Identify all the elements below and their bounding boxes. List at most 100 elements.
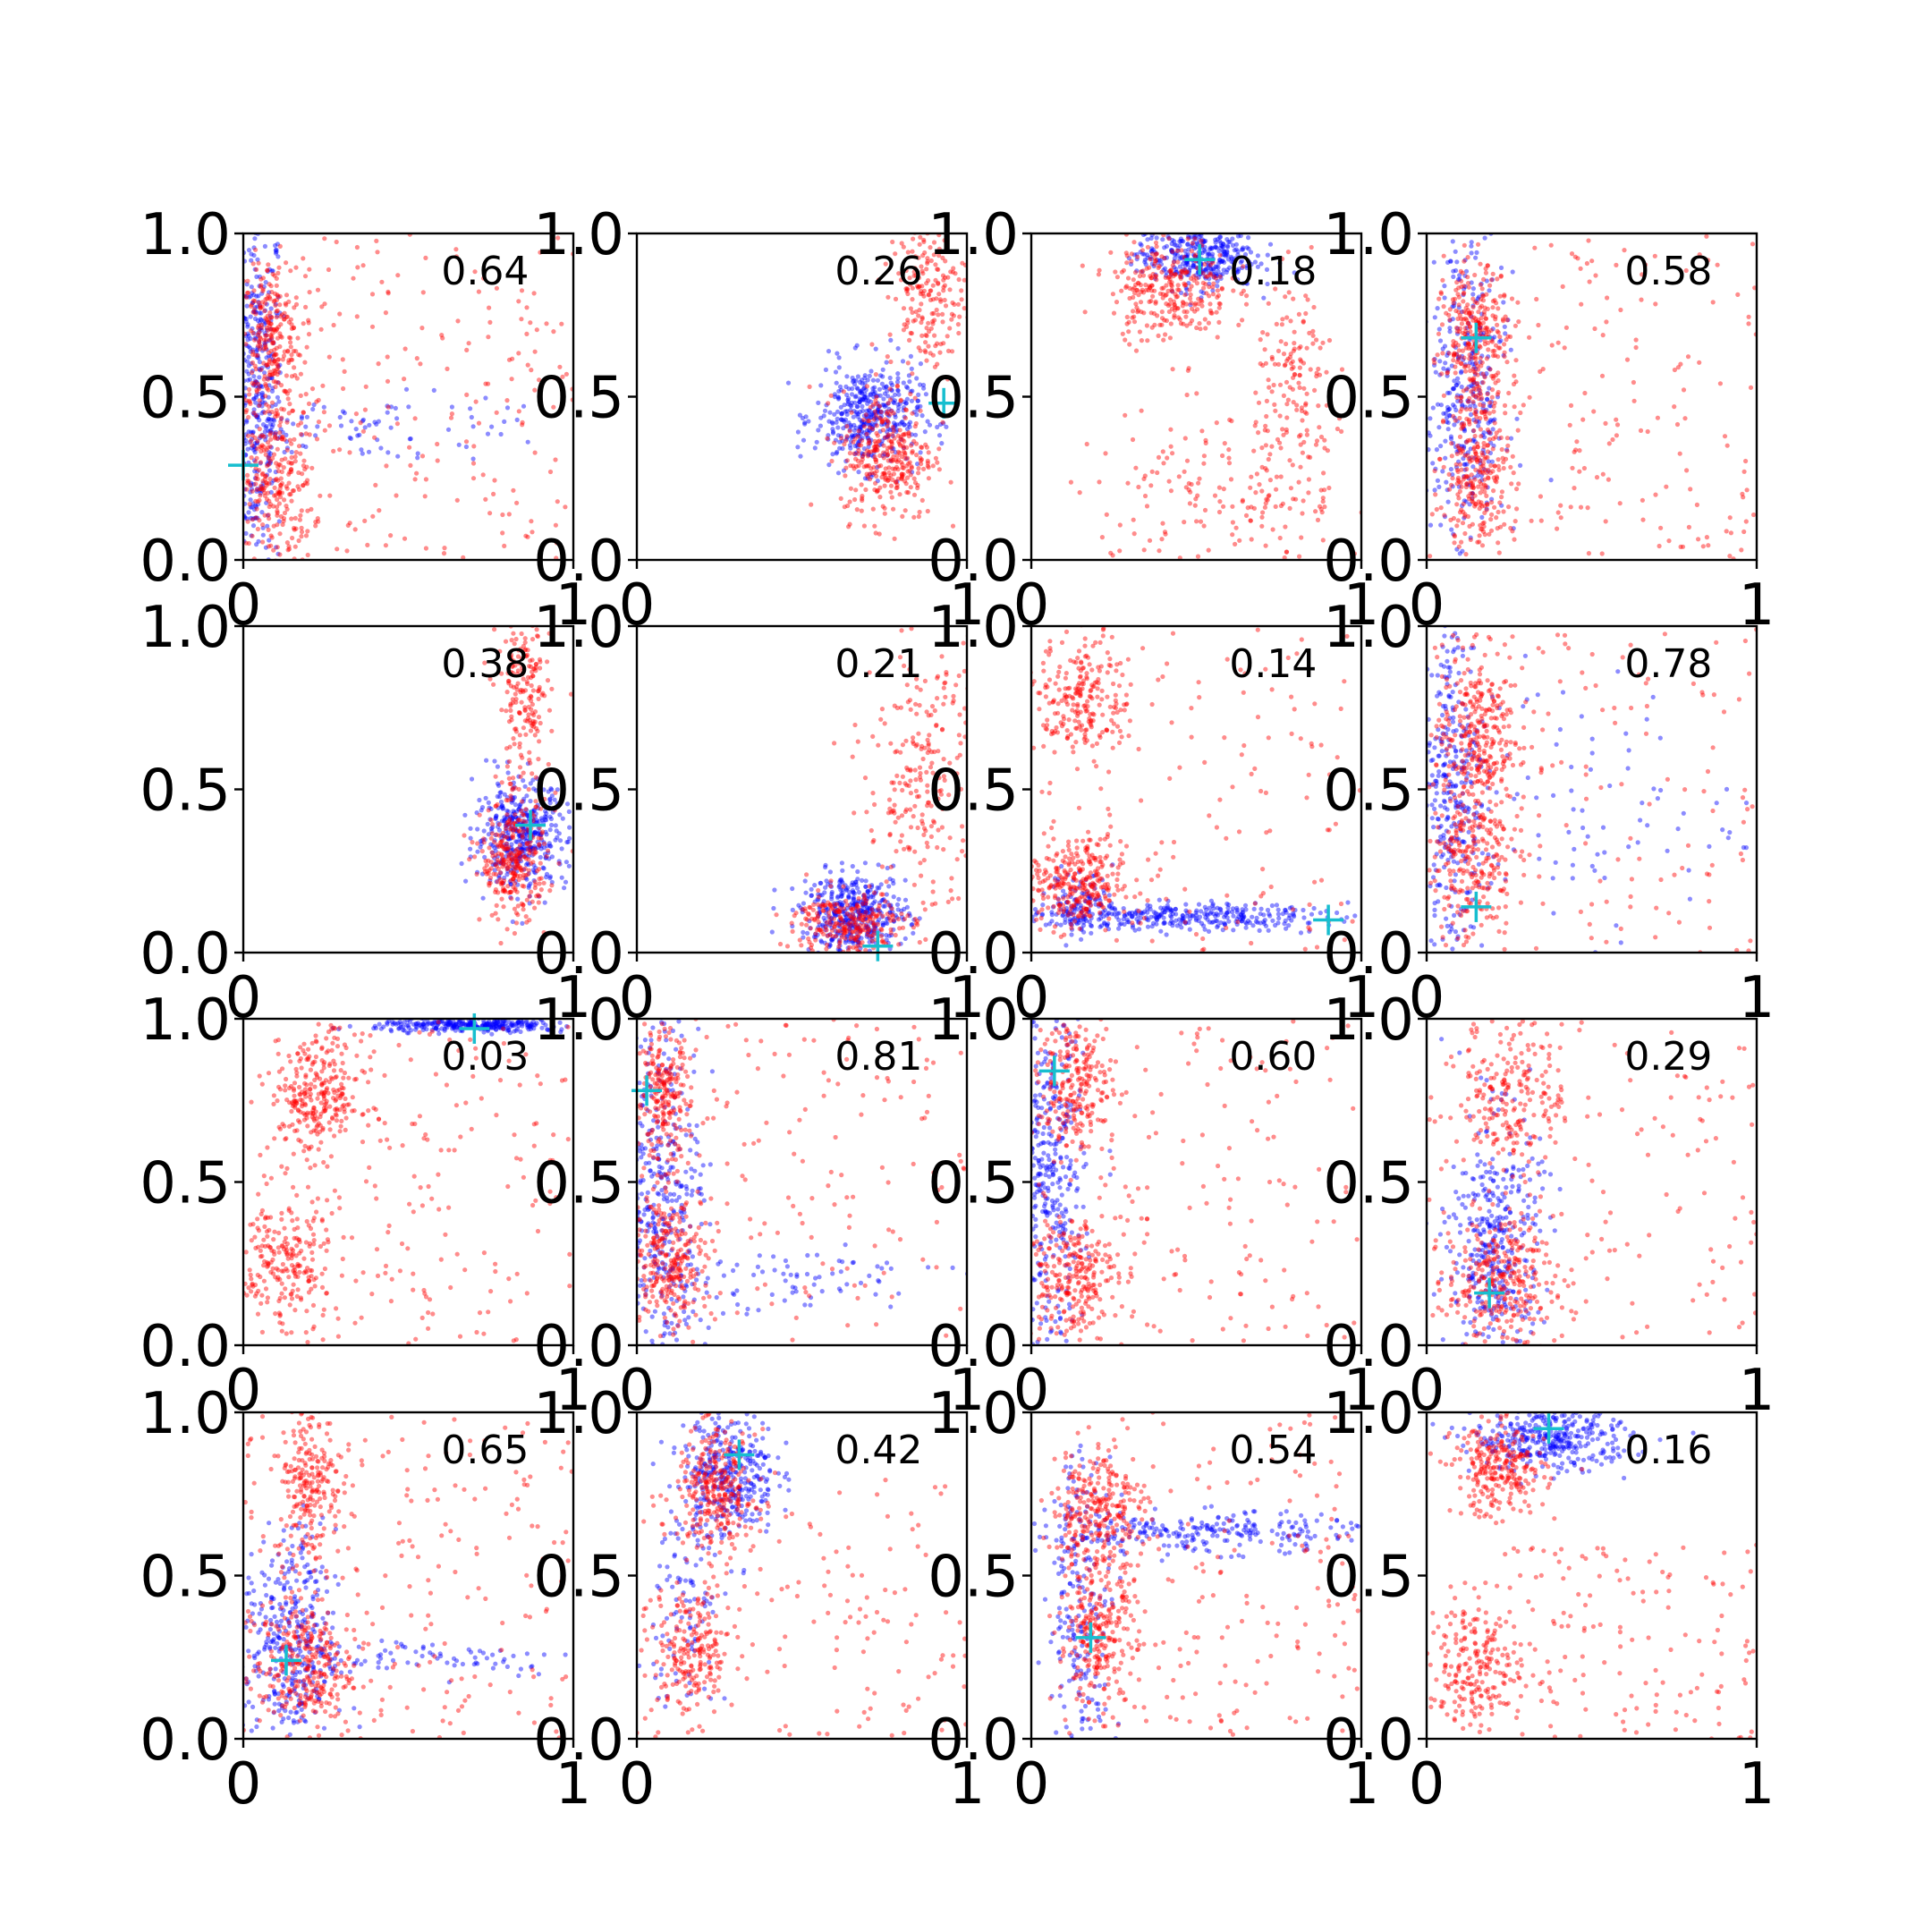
blue-point bbox=[408, 436, 413, 442]
red-point bbox=[920, 291, 926, 296]
blue-point bbox=[1445, 373, 1450, 378]
red-point bbox=[1111, 310, 1117, 316]
red-point bbox=[1470, 498, 1475, 504]
red-point bbox=[1578, 266, 1583, 271]
red-point bbox=[1123, 337, 1128, 343]
red-point bbox=[1189, 249, 1194, 254]
red-point bbox=[453, 247, 459, 252]
blue-point bbox=[1486, 365, 1491, 370]
blue-point bbox=[1267, 242, 1274, 247]
red-point bbox=[534, 327, 539, 333]
blue-point bbox=[832, 411, 837, 417]
red-point bbox=[265, 267, 270, 274]
blue-point bbox=[258, 461, 263, 466]
red-point bbox=[1287, 458, 1292, 463]
red-point bbox=[886, 470, 892, 476]
red-point bbox=[1462, 364, 1468, 369]
red-point bbox=[1208, 271, 1213, 276]
blue-point bbox=[268, 417, 274, 422]
red-point bbox=[504, 798, 509, 803]
blue-point bbox=[549, 854, 555, 860]
blue-point bbox=[524, 877, 530, 882]
red-point bbox=[284, 447, 290, 453]
red-point bbox=[273, 379, 279, 385]
red-point bbox=[1306, 477, 1311, 482]
red-point bbox=[1515, 300, 1521, 305]
red-point bbox=[1123, 250, 1129, 256]
red-point bbox=[852, 436, 858, 442]
blue-point bbox=[1186, 247, 1191, 252]
red-point bbox=[287, 388, 292, 394]
red-point bbox=[288, 340, 293, 345]
red-point bbox=[918, 458, 923, 463]
blue-point bbox=[267, 375, 273, 381]
red-point bbox=[889, 439, 894, 445]
blue-point bbox=[249, 429, 254, 435]
red-point bbox=[928, 288, 933, 293]
red-point bbox=[1267, 452, 1273, 457]
red-point bbox=[860, 497, 865, 504]
red-point bbox=[1688, 487, 1693, 492]
red-point bbox=[935, 267, 940, 272]
red-point bbox=[1468, 314, 1473, 319]
blue-point bbox=[894, 379, 901, 385]
red-point bbox=[509, 826, 514, 831]
red-point bbox=[513, 887, 518, 894]
blue-point bbox=[838, 433, 843, 438]
red-point bbox=[1482, 510, 1487, 516]
red-point bbox=[1140, 287, 1145, 292]
red-point bbox=[1472, 411, 1478, 416]
red-point bbox=[271, 547, 276, 553]
red-point bbox=[1479, 286, 1485, 292]
red-point bbox=[250, 517, 255, 522]
red-point bbox=[1148, 310, 1154, 316]
red-point bbox=[1187, 501, 1192, 506]
red-point bbox=[266, 361, 271, 368]
red-point bbox=[1199, 298, 1204, 303]
red-point bbox=[264, 362, 269, 368]
blue-point bbox=[282, 449, 287, 455]
red-point bbox=[301, 483, 306, 488]
red-point bbox=[1260, 330, 1266, 335]
blue-point bbox=[535, 802, 540, 808]
red-point bbox=[257, 398, 262, 403]
blue-point bbox=[866, 444, 871, 450]
blue-point bbox=[829, 419, 835, 425]
blue-point bbox=[1495, 394, 1501, 400]
blue-point bbox=[564, 860, 570, 865]
red-point bbox=[490, 822, 496, 827]
red-point bbox=[959, 288, 964, 293]
blue-point bbox=[894, 428, 899, 435]
red-point bbox=[518, 808, 524, 814]
blue-point bbox=[359, 447, 364, 453]
blue-point bbox=[531, 877, 537, 884]
blue-point bbox=[1255, 264, 1260, 269]
blue-point bbox=[275, 551, 281, 556]
red-point bbox=[1192, 252, 1199, 258]
blue-point bbox=[543, 855, 548, 861]
red-point bbox=[898, 398, 903, 403]
red-point bbox=[1252, 423, 1258, 428]
red-point bbox=[541, 880, 547, 886]
blue-point bbox=[517, 854, 523, 860]
red-point bbox=[503, 844, 508, 850]
red-point bbox=[253, 413, 258, 419]
red-point bbox=[909, 465, 915, 470]
blue-point bbox=[475, 826, 480, 832]
red-point bbox=[1510, 453, 1515, 459]
red-point bbox=[1190, 241, 1195, 246]
blue-point bbox=[260, 484, 266, 489]
red-point bbox=[253, 460, 258, 465]
red-point bbox=[1176, 287, 1182, 292]
red-point bbox=[886, 437, 892, 443]
red-point bbox=[1473, 394, 1479, 399]
blue-point bbox=[273, 301, 278, 307]
red-point bbox=[916, 345, 921, 351]
blue-point bbox=[1208, 267, 1214, 272]
blue-point bbox=[906, 373, 912, 378]
red-point bbox=[1496, 389, 1501, 395]
red-point bbox=[1262, 504, 1267, 510]
blue-point bbox=[908, 353, 914, 359]
red-point bbox=[874, 394, 879, 400]
blue-point bbox=[1435, 478, 1440, 483]
